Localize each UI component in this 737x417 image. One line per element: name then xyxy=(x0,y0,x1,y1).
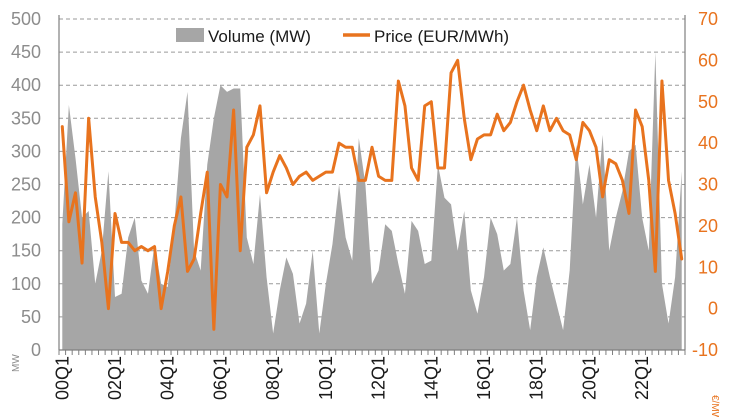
x-tick-label: 20Q1 xyxy=(579,356,599,400)
right-axis-ticks: -10 0 10 20 30 40 50 60 70 xyxy=(692,9,718,360)
x-tick-label: 04Q1 xyxy=(158,356,178,400)
axes xyxy=(58,15,686,355)
left-tick-label: 150 xyxy=(11,241,41,261)
x-tick-label: 02Q1 xyxy=(105,356,125,400)
right-tick-label: 40 xyxy=(698,133,718,153)
right-axis-unit: €/MWh xyxy=(709,395,720,417)
x-tick-label: 22Q1 xyxy=(632,356,652,400)
left-tick-label: 500 xyxy=(11,9,41,29)
legend-price-label: Price (EUR/MWh) xyxy=(374,27,509,46)
right-tick-label: 30 xyxy=(698,175,718,195)
right-tick-label: 20 xyxy=(698,216,718,236)
right-tick-label: 50 xyxy=(698,92,718,112)
left-tick-label: 100 xyxy=(11,274,41,294)
right-tick-label: -10 xyxy=(692,340,718,360)
left-axis-ticks: 0 50 100 150 200 250 300 350 400 450 500 xyxy=(11,9,41,360)
left-tick-label: 200 xyxy=(11,208,41,228)
x-tick-label: 16Q1 xyxy=(474,356,494,400)
x-tick-label: 14Q1 xyxy=(421,356,441,400)
legend: Volume (MW) Price (EUR/MWh) xyxy=(176,27,509,46)
price-line-series xyxy=(60,58,684,331)
right-tick-label: 0 xyxy=(708,299,718,319)
left-tick-label: 300 xyxy=(11,141,41,161)
price-line xyxy=(60,58,684,331)
right-tick-label: 70 xyxy=(698,9,718,29)
left-tick-label: 350 xyxy=(11,108,41,128)
x-tick-label: 08Q1 xyxy=(263,356,283,400)
right-tick-label: 60 xyxy=(698,50,718,70)
right-tick-label: 10 xyxy=(698,257,718,277)
left-tick-label: 400 xyxy=(11,75,41,95)
left-tick-label: 50 xyxy=(21,307,41,327)
left-tick-label: 250 xyxy=(11,175,41,195)
x-tick-label: 10Q1 xyxy=(316,356,336,400)
x-tick-label: 06Q1 xyxy=(210,356,230,400)
left-tick-label: 0 xyxy=(31,340,41,360)
legend-volume-swatch xyxy=(176,28,204,42)
x-tick-label: 12Q1 xyxy=(369,356,389,400)
x-tick-label: 18Q1 xyxy=(527,356,547,400)
left-tick-label: 450 xyxy=(11,42,41,62)
x-tick-label: 00Q1 xyxy=(52,356,72,400)
left-axis-unit: MW xyxy=(11,354,22,372)
legend-volume-label: Volume (MW) xyxy=(208,27,311,46)
x-axis-ticks: 00Q1 02Q1 04Q1 06Q1 08Q1 10Q1 12Q1 14Q1 16Q1 18Q1… xyxy=(52,356,652,400)
